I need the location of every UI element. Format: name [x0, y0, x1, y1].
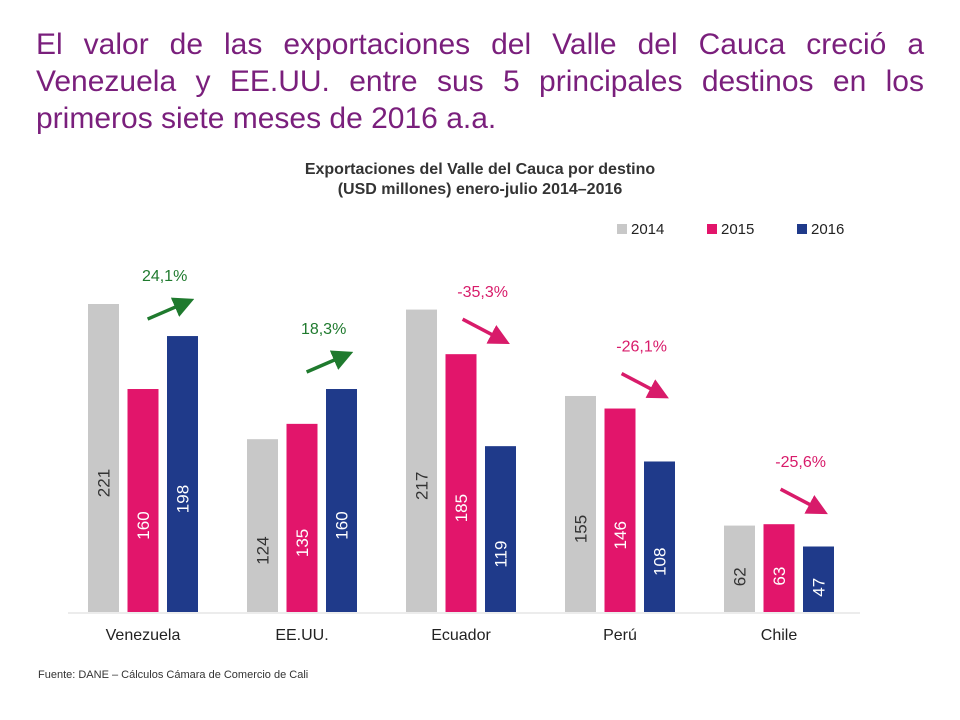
bar-2015-2 — [445, 354, 477, 612]
data-label: 217 — [413, 472, 432, 500]
data-label: 198 — [174, 485, 193, 513]
bar-2016-3 — [644, 461, 675, 612]
x-tick-label: Chile — [761, 627, 798, 644]
bar-2014-4 — [724, 525, 755, 612]
chart-title-line: Exportaciones del Valle del Cauca por de… — [304, 161, 656, 178]
bar-2014-3 — [565, 395, 596, 612]
bar-2015-1 — [286, 423, 318, 612]
legend-swatch — [617, 224, 627, 234]
growth-label: -26,1% — [616, 339, 667, 356]
data-label: 62 — [731, 567, 750, 586]
growth-label: 24,1% — [142, 268, 187, 285]
trend-up-arrow — [146, 297, 195, 321]
bar-2015-4 — [763, 524, 795, 612]
source-note: Fuente: DANE – Cálculos Cámara de Comerc… — [38, 669, 309, 681]
trend-down-arrow — [779, 487, 828, 515]
data-label: 160 — [134, 511, 153, 539]
data-label: 185 — [452, 494, 471, 522]
bar-2016-2 — [485, 446, 516, 612]
x-tick-label: EE.UU. — [275, 627, 328, 644]
trend-down-arrow — [461, 317, 510, 345]
growth-label: -35,3% — [457, 284, 508, 301]
data-label: 108 — [651, 548, 670, 576]
bar-2014-0 — [88, 304, 119, 612]
chart-title: Exportaciones del Valle del Cauca por de… — [150, 160, 810, 200]
data-label: 221 — [95, 469, 114, 497]
x-tick-label: Ecuador — [431, 627, 491, 644]
bar-2016-1 — [326, 389, 357, 612]
data-label: 119 — [492, 541, 511, 568]
legend-label: 2016 — [811, 221, 844, 238]
slide-title: El valor de las exportaciones del Valle … — [36, 28, 924, 135]
growth-label: -25,6% — [775, 454, 826, 471]
bar-2014-2 — [406, 309, 437, 612]
x-tick-label: Venezuela — [106, 627, 181, 644]
legend-label: 2015 — [721, 221, 754, 238]
bar-2014-1 — [247, 439, 278, 612]
legend-label: 2014 — [631, 221, 664, 238]
data-label: 135 — [293, 529, 312, 557]
x-tick-label: Perú — [603, 627, 637, 644]
bar-2016-0 — [167, 336, 198, 612]
chart-subtitle: (USD millones) enero-julio 2014–2016 — [337, 181, 623, 198]
bar-2015-0 — [127, 389, 159, 612]
data-label: 63 — [770, 567, 789, 586]
data-label: 146 — [611, 521, 630, 549]
data-label: 155 — [572, 515, 591, 543]
bar-2015-3 — [604, 408, 636, 612]
trend-down-arrow — [620, 371, 669, 399]
trend-up-arrow — [305, 350, 354, 374]
growth-label: 18,3% — [301, 321, 346, 338]
data-label: 124 — [254, 536, 273, 564]
legend-swatch — [797, 224, 807, 234]
data-label: 160 — [333, 511, 352, 539]
data-label: 47 — [810, 578, 829, 597]
legend-swatch — [707, 224, 717, 234]
bar-2016-4 — [803, 546, 834, 612]
